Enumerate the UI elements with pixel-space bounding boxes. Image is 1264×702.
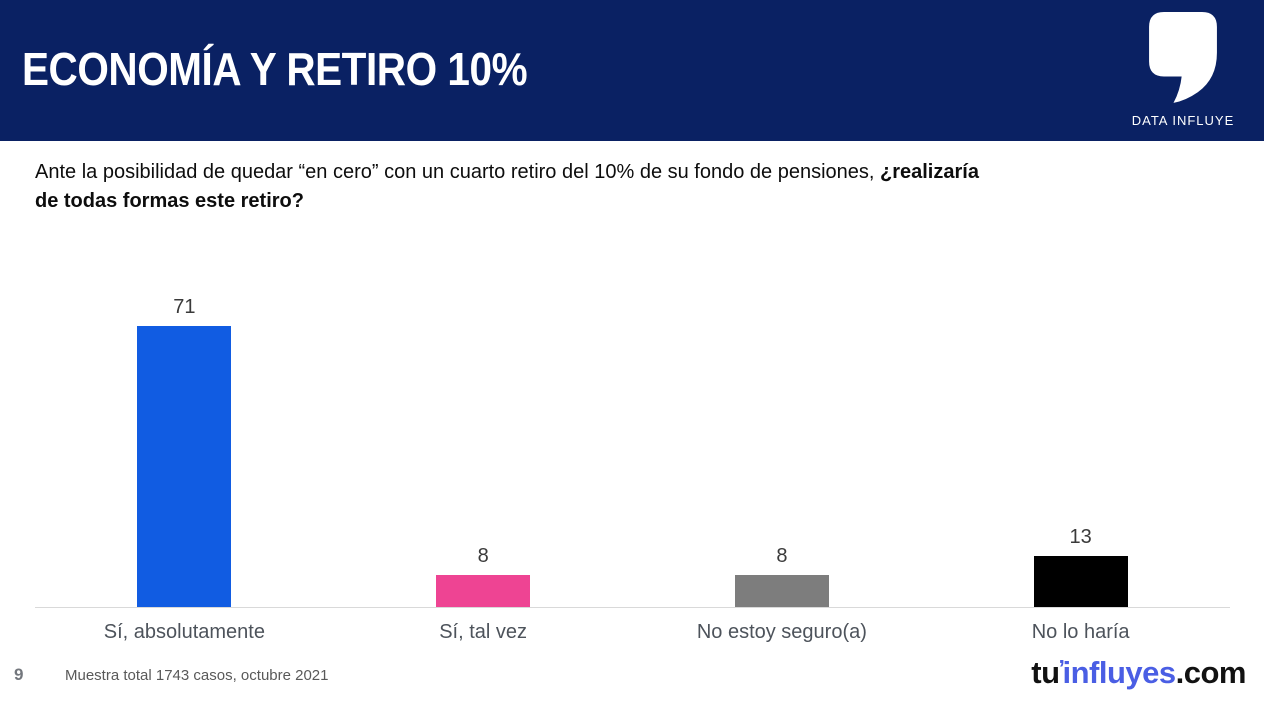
tuinfluyes-logo: tu’influyes.com (1031, 655, 1246, 691)
bar-category-label: Sí, tal vez (439, 621, 528, 643)
sample-note: Muestra total 1743 casos, octubre 2021 (65, 667, 329, 684)
logo-tu: tu (1031, 655, 1060, 690)
bar-value-label: 13 (1069, 526, 1092, 548)
quote-comma-icon (1149, 12, 1217, 107)
bar-column: 8 (334, 545, 633, 607)
bar (436, 575, 531, 607)
bar-value-label: 8 (477, 545, 489, 567)
bar-value-label: 71 (173, 296, 196, 318)
logo-apostrophe: ’ (1058, 654, 1065, 681)
bar (137, 326, 232, 607)
question-bold-part-line2: de todas formas este retiro? (35, 190, 304, 212)
header-banner: ECONOMÍA Y RETIRO 10% DATA INFLUYE (0, 0, 1264, 141)
bar (1033, 556, 1128, 607)
logo-com: .com (1175, 655, 1247, 690)
page-number: 9 (14, 665, 24, 684)
logo-influyes: influyes (1062, 655, 1176, 690)
brand-logo-block: DATA INFLUYE (1118, 12, 1248, 128)
bar-chart-plot: 71 8 8 13 (35, 290, 1230, 608)
bar-chart-labels: Sí, absolutamente Sí, tal vez No estoy seg… (35, 608, 1230, 644)
bar-category-label: Sí, absolutamente (103, 621, 265, 643)
bar-value-label: 8 (776, 545, 788, 567)
bar-category-label: No lo haría (1031, 621, 1130, 643)
question-text: Ante la posibilidad de quedar “en cero” … (35, 158, 1229, 216)
bar-column: 71 (35, 296, 334, 607)
question-bold-part-line1: ¿realizaría (880, 161, 979, 183)
bar-category-label: No estoy seguro(a) (696, 621, 867, 643)
page-title: ECONOMÍA Y RETIRO 10% (22, 43, 528, 95)
brand-name: DATA INFLUYE (1131, 113, 1235, 128)
bar-column: 13 (931, 526, 1230, 607)
question-normal-part: Ante la posibilidad de quedar “en cero” … (35, 161, 880, 183)
bar (734, 575, 829, 607)
bar-column: 8 (633, 545, 932, 607)
